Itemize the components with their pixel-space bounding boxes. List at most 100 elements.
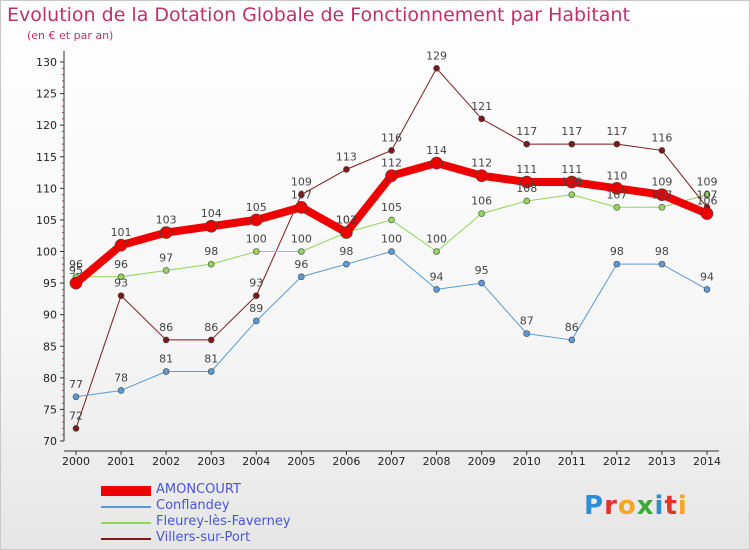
data-label-amoncourt: 105 — [246, 201, 267, 214]
data-point-conflandey — [568, 336, 576, 344]
data-point-fleurey-les-faverney — [207, 260, 215, 268]
x-tick-label: 2002 — [152, 455, 180, 468]
data-label-conflandey: 77 — [69, 378, 83, 391]
data-label-fleurey-les-faverney: 97 — [159, 251, 173, 264]
data-label-amoncourt: 112 — [471, 157, 492, 170]
data-point-villers-sur-port — [162, 336, 170, 344]
data-point-conflandey — [207, 368, 215, 375]
data-label-conflandey: 98 — [655, 245, 669, 258]
data-label-amoncourt: 111 — [561, 163, 582, 176]
data-point-fleurey-les-faverney — [388, 216, 395, 224]
data-point-fleurey-les-faverney — [703, 191, 711, 198]
data-point-villers-sur-port — [433, 65, 440, 72]
data-label-amoncourt: 109 — [651, 176, 672, 189]
data-label-fleurey-les-faverney: 100 — [246, 233, 267, 246]
data-label-conflandey: 95 — [475, 264, 489, 277]
y-tick-label: 90 — [43, 309, 57, 322]
data-label-amoncourt: 101 — [111, 226, 132, 239]
data-label-villers-sur-port: 86 — [159, 321, 173, 334]
y-tick-label: 70 — [43, 435, 57, 448]
data-label-villers-sur-port: 116 — [381, 131, 402, 144]
data-point-fleurey-les-faverney — [658, 203, 666, 211]
data-label-conflandey: 81 — [159, 353, 173, 366]
data-point-fleurey-les-faverney — [478, 210, 485, 217]
data-point-conflandey — [72, 393, 80, 401]
y-tick-label: 120 — [36, 119, 57, 132]
x-tick-label: 2010 — [513, 455, 541, 468]
y-tick-label: 100 — [36, 246, 57, 259]
data-point-villers-sur-port — [343, 166, 350, 173]
y-tick-label: 115 — [36, 151, 57, 164]
data-point-amoncourt — [295, 200, 308, 214]
chart-axes: 70 75 80 85 90 95 100 105 110 115 120 125 130 2000 200… — [36, 51, 721, 468]
y-tick-label: 110 — [36, 182, 57, 195]
data-label-villers-sur-port: 72 — [69, 409, 83, 422]
data-point-villers-sur-port — [252, 292, 260, 300]
data-point-villers-sur-port — [658, 147, 666, 154]
data-point-fleurey-les-faverney — [162, 267, 170, 274]
x-tick-label: 2012 — [603, 455, 631, 468]
legend-swatch — [101, 506, 151, 508]
logo-letter: x — [636, 491, 655, 521]
legend-label: AMONCOURT — [156, 482, 241, 497]
data-label-villers-sur-port: 109 — [291, 176, 312, 189]
data-label-conflandey: 100 — [381, 233, 402, 246]
data-label-villers-sur-port: 121 — [471, 100, 492, 113]
chart-title: Evolution de la Dotation Globale de Fonc… — [7, 4, 630, 26]
data-point-villers-sur-port — [388, 147, 395, 154]
data-point-villers-sur-port — [523, 140, 531, 148]
data-label-villers-sur-port: 117 — [561, 125, 582, 138]
data-label-conflandey: 78 — [114, 371, 128, 384]
data-point-villers-sur-port — [568, 140, 576, 148]
x-tick-label: 2005 — [287, 455, 315, 468]
y-tick-label: 130 — [36, 56, 57, 69]
data-point-amoncourt — [475, 169, 488, 182]
x-tick-label: 2003 — [197, 455, 225, 468]
data-point-fleurey-les-faverney — [252, 248, 260, 255]
data-label-conflandey: 98 — [339, 245, 353, 258]
x-tick-label: 2013 — [648, 455, 676, 468]
data-label-villers-sur-port: 86 — [204, 321, 218, 334]
data-point-amoncourt — [565, 175, 579, 189]
data-label-amoncourt: 107 — [291, 188, 312, 201]
data-point-amoncourt — [700, 207, 714, 220]
data-point-conflandey — [162, 368, 170, 375]
data-label-fleurey-les-faverney: 107 — [606, 188, 627, 201]
data-point-fleurey-les-faverney — [433, 248, 440, 255]
data-label-conflandey: 87 — [520, 315, 534, 328]
data-point-villers-sur-port — [207, 336, 215, 344]
data-point-amoncourt — [655, 188, 669, 201]
data-label-conflandey: 81 — [204, 353, 218, 366]
y-tick-label: 85 — [43, 340, 57, 353]
legend-swatch — [101, 538, 151, 540]
data-label-villers-sur-port: 117 — [516, 125, 537, 138]
data-label-fleurey-les-faverney: 103 — [336, 214, 357, 227]
logo-letter: o — [617, 491, 637, 521]
data-label-amoncourt: 103 — [156, 214, 177, 227]
data-point-conflandey — [658, 260, 666, 268]
data-point-amoncourt — [430, 156, 443, 170]
logo-letter: i — [677, 491, 688, 521]
data-point-conflandey — [298, 273, 305, 281]
data-point-amoncourt — [159, 226, 173, 239]
chart-subtitle: (en € et par an) — [27, 29, 114, 42]
data-label-conflandey: 89 — [249, 302, 263, 315]
y-tick-label: 95 — [43, 277, 57, 290]
data-label-conflandey: 94 — [430, 270, 444, 283]
data-label-fleurey-les-faverney: 96 — [114, 258, 128, 271]
data-label-amoncourt: 95 — [69, 264, 83, 277]
data-point-villers-sur-port — [298, 191, 305, 198]
data-label-fleurey-les-faverney: 107 — [651, 188, 672, 201]
data-label-villers-sur-port: 113 — [336, 150, 357, 163]
data-point-conflandey — [117, 387, 125, 394]
x-tick-label: 2004 — [242, 455, 270, 468]
data-point-conflandey — [523, 330, 531, 337]
data-point-amoncourt — [249, 213, 263, 227]
data-point-amoncourt — [385, 169, 398, 182]
data-label-amoncourt: 104 — [201, 207, 222, 220]
data-point-amoncourt — [610, 182, 624, 195]
data-point-amoncourt — [114, 238, 128, 252]
data-label-fleurey-les-faverney: 108 — [516, 182, 537, 195]
